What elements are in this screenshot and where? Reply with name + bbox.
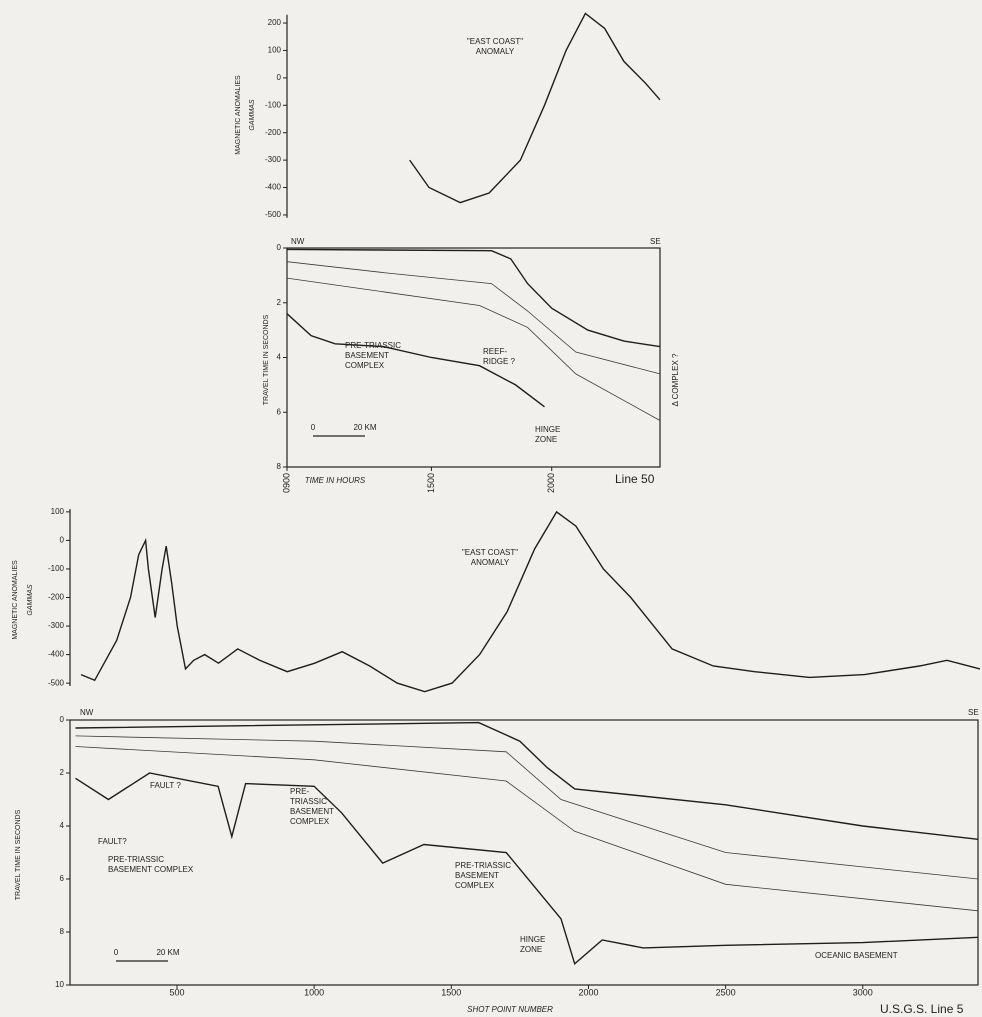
annotation: COMPLEX xyxy=(455,881,495,890)
annotation: BASEMENT COMPLEX xyxy=(108,865,194,874)
annotation: PRE-TRIASSIC xyxy=(108,855,164,864)
annotation: SE xyxy=(968,708,979,717)
annotation: COMPLEX xyxy=(345,361,385,370)
y-tick-label: -500 xyxy=(48,678,65,687)
annotation: ANOMALY xyxy=(471,558,510,567)
y-tick-label: -400 xyxy=(48,650,65,659)
annotation: 0 xyxy=(114,948,119,957)
annotation: NW xyxy=(80,708,94,717)
y-tick-label: 0 xyxy=(277,73,282,82)
y-tick-label: 200 xyxy=(268,18,282,27)
y-tick-label: 4 xyxy=(277,353,282,362)
annotation: ZONE xyxy=(535,435,557,444)
plot-frame xyxy=(69,719,979,986)
y-axis-label: TRAVEL TIME IN SECONDS xyxy=(15,809,22,900)
annotation: RIDGE ? xyxy=(483,357,516,366)
annotation: TRIASSIC xyxy=(290,797,327,806)
x-tick-label: 2500 xyxy=(716,987,736,997)
profile-line xyxy=(75,772,979,966)
annotation: 20 KM xyxy=(156,948,179,957)
y-tick-label: -100 xyxy=(48,564,65,573)
y-tick-label: -200 xyxy=(48,593,65,602)
x-tick-label: 3000 xyxy=(853,987,873,997)
y-tick-label: 8 xyxy=(60,927,65,936)
y-tick-label: 8 xyxy=(277,462,282,471)
annotation: PRE-TRIASSIC xyxy=(345,341,401,350)
x-tick-label: 0900 xyxy=(281,473,291,493)
y-tick-label: -100 xyxy=(265,100,282,109)
y-tick-label: 6 xyxy=(277,407,282,416)
annotation: OCEANIC BASEMENT xyxy=(815,951,898,960)
profile-line xyxy=(286,261,661,375)
profile-line xyxy=(75,735,979,880)
annotation: "EAST COAST" xyxy=(462,548,518,557)
annotation: PRE-TRIASSIC xyxy=(455,861,511,870)
x-axis-label: SHOT POINT NUMBER xyxy=(467,1005,553,1014)
annotation: HINGE xyxy=(535,425,560,434)
y-tick-label: 0 xyxy=(60,715,65,724)
annotation: NW xyxy=(291,237,305,246)
y-tick-label: 6 xyxy=(60,874,65,883)
annotation: ANOMALY xyxy=(476,47,515,56)
x-tick-label: 2000 xyxy=(546,473,556,493)
profile-line xyxy=(75,721,979,840)
annotation: HINGE xyxy=(520,935,545,944)
annotation: "EAST COAST" xyxy=(467,37,523,46)
annotation: FAULT ? xyxy=(150,781,181,790)
profile-line xyxy=(286,277,661,421)
annotation: BASEMENT xyxy=(345,351,389,360)
y-axis-label: MAGNETIC ANOMALIES xyxy=(235,75,242,155)
chart-title: U.S.G.S. Line 5 xyxy=(880,1002,964,1016)
x-tick-label: 1500 xyxy=(441,987,461,997)
chart-title: Line 50 xyxy=(615,472,655,486)
annotation: 20 KM xyxy=(353,423,376,432)
y-tick-label: 100 xyxy=(268,46,282,55)
annotation: BASEMENT xyxy=(455,871,499,880)
y-tick-label: 0 xyxy=(277,243,282,252)
y-tick-label: 4 xyxy=(60,821,65,830)
plot-frame xyxy=(286,247,661,468)
annotation: PRE- xyxy=(290,787,309,796)
y-tick-label: 100 xyxy=(51,507,65,516)
profile-line xyxy=(409,12,661,204)
profile-line xyxy=(286,248,661,348)
x-axis-label: TIME IN HOURS xyxy=(305,476,366,485)
y-tick-label: -200 xyxy=(265,128,282,137)
annotation: COMPLEX xyxy=(290,817,330,826)
profile-line xyxy=(286,313,545,408)
annotation: REEF- xyxy=(483,347,507,356)
annotation: FAULT? xyxy=(98,837,127,846)
y-axis-label: MAGNETIC ANOMALIES xyxy=(12,560,19,640)
annotation: BASEMENT xyxy=(290,807,334,816)
y-tick-label: 2 xyxy=(60,768,65,777)
x-tick-label: 2000 xyxy=(578,987,598,997)
y-axis-label: GAMMAS xyxy=(249,99,256,130)
y-tick-label: -500 xyxy=(265,210,282,219)
x-tick-label: 1000 xyxy=(304,987,324,997)
y-tick-label: 10 xyxy=(55,980,64,989)
y-axis-label: GAMMAS xyxy=(27,584,34,615)
y-tick-label: 0 xyxy=(60,536,65,545)
y-axis-label: TRAVEL TIME IN SECONDS xyxy=(263,314,270,405)
annotation: SE xyxy=(650,237,661,246)
y-tick-label: -300 xyxy=(48,621,65,630)
annotation: 0 xyxy=(311,423,316,432)
y-tick-label: -300 xyxy=(265,155,282,164)
annotation: ZONE xyxy=(520,945,542,954)
profile-line xyxy=(75,746,979,912)
y-tick-label: -400 xyxy=(265,183,282,192)
x-tick-label: 500 xyxy=(169,987,184,997)
x-tick-label: 1500 xyxy=(426,473,436,493)
profile-line xyxy=(80,510,981,693)
y-tick-label: 2 xyxy=(277,298,282,307)
annotation: Δ COMPLEX ? xyxy=(671,353,680,406)
